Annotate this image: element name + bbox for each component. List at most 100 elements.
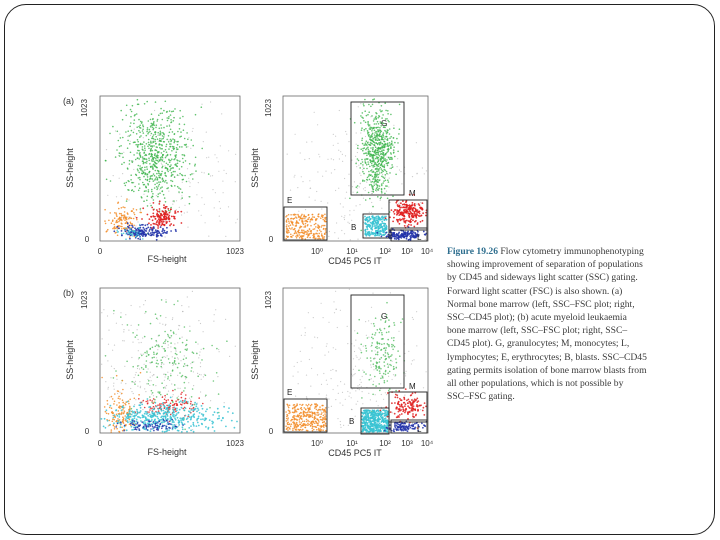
granulocyte-point	[364, 142, 367, 144]
background-point	[352, 191, 354, 193]
granulocyte-point	[146, 160, 148, 163]
granulocyte-point	[162, 193, 165, 196]
granulocyte-point	[170, 179, 172, 182]
background-point	[404, 352, 406, 355]
plot-b-fsc-ytick-max: 1023	[80, 291, 89, 309]
granulocyte-point	[383, 187, 386, 190]
monocyte-point	[418, 210, 421, 213]
granulocyte-point	[380, 168, 383, 170]
granulocyte-point	[173, 332, 175, 335]
background-point	[115, 196, 118, 198]
background-point	[306, 399, 308, 401]
erythrocyte-point	[303, 217, 305, 220]
erythrocyte-point	[122, 409, 124, 411]
granulocyte-point	[144, 172, 147, 175]
background-point	[167, 371, 169, 373]
blast-point	[368, 234, 371, 237]
granulocyte-point	[164, 201, 167, 203]
background-point	[299, 152, 301, 154]
erythrocyte-point	[304, 426, 306, 429]
granulocyte-point	[159, 187, 162, 189]
blast-point	[176, 407, 178, 410]
lymphocyte-point	[156, 230, 159, 233]
erythrocyte-point	[105, 230, 108, 233]
granulocyte-point	[361, 137, 364, 140]
erythrocyte-point	[116, 221, 119, 223]
background-point	[113, 313, 115, 315]
background-point	[101, 363, 103, 365]
monocyte-point	[396, 200, 398, 203]
granulocyte-point	[381, 184, 383, 187]
erythrocyte-point	[312, 421, 315, 424]
granulocyte-point	[384, 370, 387, 373]
monocyte-point	[157, 227, 159, 229]
background-point	[374, 357, 376, 359]
granulocyte-point	[371, 115, 373, 117]
background-point	[359, 384, 361, 386]
background-point	[416, 172, 418, 174]
granulocyte-point	[170, 139, 173, 142]
monocyte-point	[151, 400, 153, 402]
background-point	[188, 306, 190, 308]
granulocyte-point	[130, 174, 132, 176]
blast-point	[106, 419, 109, 422]
background-point	[199, 366, 202, 368]
background-point	[208, 235, 210, 237]
granulocyte-point	[361, 158, 363, 161]
erythrocyte-point	[314, 405, 317, 408]
background-point	[337, 392, 339, 394]
granulocyte-point	[128, 135, 130, 137]
plot-a-cd45-xtick-1: 10¹	[346, 247, 358, 256]
granulocyte-point	[374, 176, 377, 179]
blast-point	[180, 419, 182, 422]
background-point	[123, 340, 125, 342]
monocyte-point	[180, 222, 183, 224]
blast-point	[172, 413, 175, 416]
monocyte-point	[410, 218, 412, 221]
granulocyte-point	[179, 351, 182, 353]
granulocyte-point	[148, 153, 150, 156]
erythrocyte-point	[307, 422, 309, 425]
erythrocyte-point	[113, 226, 116, 228]
granulocyte-point	[390, 113, 392, 116]
erythrocyte-point	[115, 413, 118, 416]
blast-point	[164, 415, 167, 418]
granulocyte-point	[386, 145, 389, 147]
background-point	[142, 137, 144, 139]
granulocyte-point	[180, 375, 183, 378]
erythrocyte-point	[123, 410, 126, 413]
granulocyte-point	[163, 133, 165, 135]
granulocyte-point	[379, 197, 382, 200]
blast-point	[371, 225, 374, 228]
granulocyte-point	[356, 158, 359, 160]
erythrocyte-point	[121, 429, 124, 432]
erythrocyte-point	[289, 224, 292, 226]
blast-point	[141, 403, 144, 406]
granulocyte-point	[145, 134, 148, 137]
background-point	[119, 133, 121, 135]
background-point	[132, 392, 134, 395]
granulocyte-point	[358, 318, 361, 321]
plot-a-cd45-ylabel: SS-height	[250, 148, 260, 188]
granulocyte-point	[364, 98, 366, 101]
blast-point	[225, 425, 227, 428]
granulocyte-point	[174, 163, 176, 166]
background-point	[316, 374, 319, 376]
erythrocyte-point	[319, 430, 322, 432]
erythrocyte-point	[314, 222, 317, 225]
erythrocyte-point	[307, 415, 310, 417]
erythrocyte-point	[292, 421, 294, 424]
monocyte-point	[410, 214, 413, 217]
granulocyte-point	[374, 317, 377, 319]
granulocyte-point	[365, 350, 368, 352]
blast-point	[129, 233, 132, 236]
blast-point	[153, 412, 156, 414]
granulocyte-point	[146, 174, 148, 176]
background-point	[162, 323, 164, 325]
monocyte-point	[160, 220, 163, 223]
monocyte-point	[403, 225, 406, 227]
granulocyte-point	[377, 156, 380, 159]
background-point	[398, 169, 401, 171]
background-point	[364, 189, 366, 192]
background-point	[139, 210, 142, 212]
